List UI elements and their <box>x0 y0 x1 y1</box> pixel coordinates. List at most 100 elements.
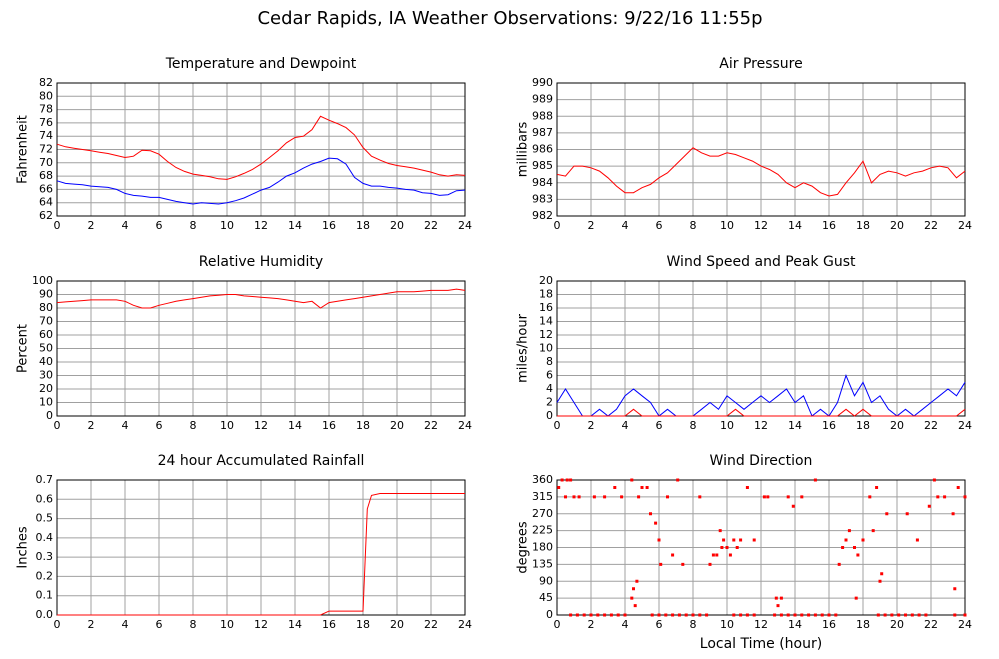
x-tick-label: 6 <box>156 219 163 232</box>
y-tick-label: 0.1 <box>36 589 54 602</box>
y-tick-label: 40 <box>39 355 53 368</box>
data-point <box>569 613 573 617</box>
data-point <box>766 495 770 499</box>
data-point <box>856 553 860 557</box>
y-tick-label: 4 <box>546 382 553 395</box>
x-tick-label: 2 <box>588 219 595 232</box>
data-point <box>813 613 817 617</box>
y-tick-label: 6 <box>546 369 553 382</box>
data-point <box>711 553 715 557</box>
data-point <box>654 521 658 525</box>
x-tick-label: 8 <box>690 618 697 631</box>
x-tick-label: 12 <box>254 419 268 432</box>
x-tick-label: 22 <box>424 219 438 232</box>
x-tick-label: 20 <box>390 419 404 432</box>
x-tick-label: 16 <box>822 219 836 232</box>
data-point <box>963 495 967 499</box>
y-tick-label: 20 <box>539 274 553 287</box>
y-tick-label: 0.2 <box>36 569 54 582</box>
x-tick-label: 14 <box>288 419 302 432</box>
data-point <box>575 613 579 617</box>
x-tick-label: 8 <box>690 419 697 432</box>
y-tick-label: 60 <box>39 328 53 341</box>
data-point <box>677 613 681 617</box>
data-point <box>718 529 722 533</box>
data-point <box>603 613 607 617</box>
data-point <box>878 579 882 583</box>
x-tick-label: 16 <box>322 419 336 432</box>
x-tick-label: 24 <box>958 618 972 631</box>
data-point <box>666 495 669 499</box>
data-point <box>589 613 593 617</box>
x-tick-label: 12 <box>754 618 768 631</box>
x-tick-label: 2 <box>88 219 95 232</box>
data-point <box>732 613 736 617</box>
x-tick-label: 12 <box>254 618 268 631</box>
y-tick-label: 985 <box>532 159 553 172</box>
data-point <box>936 495 940 499</box>
data-point <box>569 478 573 482</box>
data-point <box>650 613 654 617</box>
data-point <box>560 478 564 482</box>
data-point <box>927 504 931 508</box>
x-tick-label: 18 <box>356 618 370 631</box>
x-tick-label: 20 <box>890 419 904 432</box>
x-tick-label: 2 <box>588 419 595 432</box>
data-point <box>557 486 561 489</box>
y-tick-label: 70 <box>39 156 53 169</box>
y-tick-label: 0.7 <box>36 473 54 486</box>
x-tick-label: 2 <box>88 419 95 432</box>
x-tick-label: 18 <box>356 419 370 432</box>
y-axis-label: Fahrenheit <box>16 115 31 184</box>
data-point <box>880 572 884 576</box>
data-point <box>620 495 624 499</box>
x-tick-label: 14 <box>288 219 302 232</box>
x-tick-label: 4 <box>122 618 129 631</box>
y-tick-label: 180 <box>532 541 553 554</box>
data-point <box>876 613 880 617</box>
data-point <box>905 512 909 516</box>
data-point <box>813 478 817 482</box>
data-point <box>705 613 709 617</box>
data-point <box>779 596 783 600</box>
data-point <box>596 613 600 617</box>
y-tick-label: 80 <box>39 89 53 102</box>
plot-frame <box>56 82 466 217</box>
page-title: Cedar Rapids, IA Weather Observations: 9… <box>257 8 762 29</box>
x-tick-label: 4 <box>622 419 629 432</box>
data-point <box>904 613 907 617</box>
x-tick-label: 10 <box>220 419 234 432</box>
data-point <box>603 495 607 499</box>
data-point <box>837 562 841 566</box>
data-point <box>820 613 824 617</box>
y-tick-label: 0.5 <box>36 512 54 525</box>
x-tick-label: 10 <box>720 219 734 232</box>
x-tick-label: 22 <box>924 618 938 631</box>
x-tick-label: 6 <box>656 419 663 432</box>
data-point <box>732 538 736 542</box>
data-point <box>739 613 743 617</box>
y-tick-label: 30 <box>39 369 53 382</box>
data-point <box>657 538 661 542</box>
x-tick-label: 22 <box>924 219 938 232</box>
data-line <box>56 288 466 309</box>
y-tick-label: 64 <box>39 196 53 209</box>
x-tick-label: 12 <box>254 219 268 232</box>
y-tick-label: 0 <box>546 608 553 621</box>
x-tick-label: 4 <box>122 419 129 432</box>
y-tick-label: 0.0 <box>36 608 54 621</box>
x-tick-label: 10 <box>720 618 734 631</box>
data-point <box>800 495 804 499</box>
data-point <box>890 613 894 617</box>
x-tick-label: 6 <box>156 618 163 631</box>
data-point <box>776 604 780 608</box>
data-point <box>735 546 739 549</box>
data-point <box>632 587 635 591</box>
x-tick-label: 24 <box>458 419 472 432</box>
data-point <box>684 613 688 617</box>
data-point <box>800 613 804 617</box>
data-point <box>633 604 637 608</box>
x-axis-label: Local Time (hour) <box>700 636 822 652</box>
